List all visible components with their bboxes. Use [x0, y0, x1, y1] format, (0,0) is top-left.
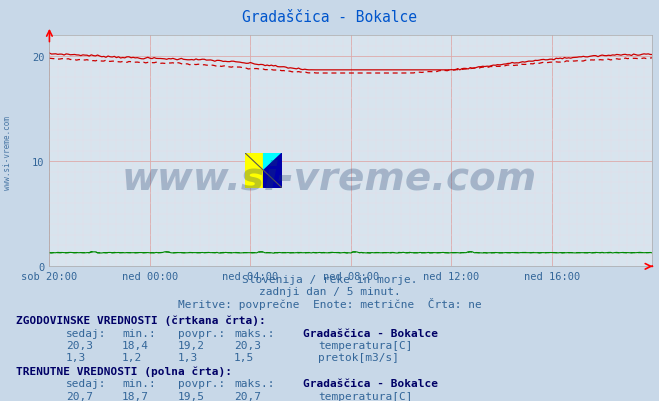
- Text: povpr.:: povpr.:: [178, 328, 225, 338]
- Text: 18,7: 18,7: [122, 391, 149, 401]
- Text: sedaj:: sedaj:: [66, 328, 106, 338]
- Text: 20,7: 20,7: [234, 391, 261, 401]
- Text: 19,2: 19,2: [178, 340, 205, 350]
- Polygon shape: [245, 154, 264, 188]
- Text: 1,3: 1,3: [178, 352, 198, 362]
- Text: 18,4: 18,4: [122, 340, 149, 350]
- Text: 1,3: 1,3: [66, 352, 86, 362]
- Text: 20,7: 20,7: [66, 391, 93, 401]
- Text: Gradaščica - Bokalce: Gradaščica - Bokalce: [242, 10, 417, 25]
- Text: Gradaščica - Bokalce: Gradaščica - Bokalce: [303, 379, 438, 389]
- Text: www.si-vreme.com: www.si-vreme.com: [3, 115, 13, 189]
- Text: 1,2: 1,2: [122, 352, 142, 362]
- Text: www.si-vreme.com: www.si-vreme.com: [122, 160, 537, 197]
- Text: ZGODOVINSKE VREDNOSTI (črtkana črta):: ZGODOVINSKE VREDNOSTI (črtkana črta):: [16, 315, 266, 325]
- Text: Slovenija / reke in morje.: Slovenija / reke in morje.: [242, 275, 417, 285]
- Text: 1,5: 1,5: [234, 352, 254, 362]
- Text: TRENUTNE VREDNOSTI (polna črta):: TRENUTNE VREDNOSTI (polna črta):: [16, 365, 233, 376]
- Polygon shape: [264, 154, 282, 188]
- Text: zadnji dan / 5 minut.: zadnji dan / 5 minut.: [258, 286, 401, 296]
- Text: maks.:: maks.:: [234, 328, 274, 338]
- Text: maks.:: maks.:: [234, 379, 274, 389]
- Text: temperatura[C]: temperatura[C]: [318, 340, 413, 350]
- Text: min.:: min.:: [122, 328, 156, 338]
- Text: povpr.:: povpr.:: [178, 379, 225, 389]
- Text: Gradaščica - Bokalce: Gradaščica - Bokalce: [303, 328, 438, 338]
- Text: 20,3: 20,3: [66, 340, 93, 350]
- Text: min.:: min.:: [122, 379, 156, 389]
- Text: temperatura[C]: temperatura[C]: [318, 391, 413, 401]
- Text: Meritve: povprečne  Enote: metrične  Črta: ne: Meritve: povprečne Enote: metrične Črta:…: [178, 297, 481, 309]
- Text: 19,5: 19,5: [178, 391, 205, 401]
- Text: pretok[m3/s]: pretok[m3/s]: [318, 352, 399, 362]
- Text: sedaj:: sedaj:: [66, 379, 106, 389]
- Polygon shape: [264, 154, 282, 171]
- Text: 20,3: 20,3: [234, 340, 261, 350]
